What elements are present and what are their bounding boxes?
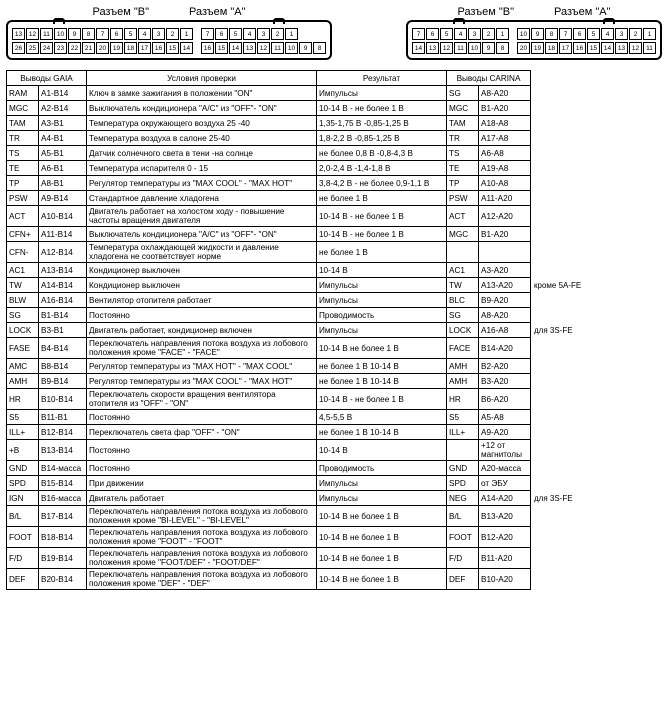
table-row: HRB10-B14Переключатель скорости вращения… [7,389,662,410]
table-row: +BB13-B14Постоянно10-14 В+12 от магнитол… [7,440,662,461]
table-row: CFN+A11-B14Выключатель кондиционера "А/С… [7,227,662,242]
table-row: FOOTB18-B14Переключатель направления пот… [7,527,662,548]
header-result: Результат [317,71,447,86]
table-row: BLWA16-B14Вентилятор отопителя работаетИ… [7,293,662,308]
label-a-left: Разъем "А" [189,6,246,18]
connector-right: Разъем "В" Разъем "А" 765432110987654321… [406,6,662,60]
table-row: MGCA2-B14Выключатель кондиционера "А/С" … [7,101,662,116]
table-row: SGB1-B14ПостоянноПроводимостьSGA8-A20 [7,308,662,323]
connector-diagrams: Разъем "В" Разъем "А" 131211109876543217… [6,6,662,60]
table-row: IGNB16-массаДвигатель работаетИмпульсыNE… [7,491,662,506]
table-row: B/LB17-B14Переключатель направления пото… [7,506,662,527]
table-row: SPDB15-B14При движенииИмпульсыSPDот ЭБУ [7,476,662,491]
table-row: LOCKB3-B1Двигатель работает, кондиционер… [7,323,662,338]
table-row: TPA8-B1Регулятор температуры из "MAX COO… [7,176,662,191]
label-b-right: Разъем "В" [457,6,514,18]
label-b-left: Разъем "В" [92,6,149,18]
table-row: CFN-A12-B14Температура охлаждающей жидко… [7,242,662,263]
table-row: TWA14-B14Кондиционер выключенИмпульсыTWA… [7,278,662,293]
label-a-right: Разъем "А" [554,6,611,18]
table-row: AMHB9-B14Регулятор температуры из "MAX C… [7,374,662,389]
header-gaia: Выводы GAIA [7,71,87,86]
table-row: AMCB8-B14Регулятор температуры из "MAX H… [7,359,662,374]
connector-left: Разъем "В" Разъем "А" 131211109876543217… [6,6,332,60]
table-row: TEA6-B1Температура испарителя 0 - 152,0-… [7,161,662,176]
table-row: TRA4-B1Температура воздуха в салоне 25-4… [7,131,662,146]
table-row: PSWA9-B14Стандартное давление хладогенан… [7,191,662,206]
table-row: ACTA10-B14Двигатель работает на холостом… [7,206,662,227]
header-carina: Выводы CARINA [447,71,531,86]
table-row: ILL+B12-B14Переключатель света фар "OFF"… [7,425,662,440]
header-cond: Условия проверки [87,71,317,86]
table-row: S5B11-B1Постоянно4,5-5,5 ВS5A5-A8 [7,410,662,425]
table-row: FASEB4-B14Переключатель направления пото… [7,338,662,359]
table-row: TAMA3-B1Температура окружающего воздуха … [7,116,662,131]
table-row: AC1A13-B14Кондиционер выключен10-14 ВAC1… [7,263,662,278]
pinout-table: Выводы GAIA Условия проверки Результат В… [6,70,662,590]
table-row: RAMA1-B14Ключ в замке зажигания в положе… [7,86,662,101]
table-row: DEFB20-B14Переключатель направления пото… [7,569,662,590]
table-row: GNDB14-массаПостоянноПроводимостьGNDA20-… [7,461,662,476]
table-row: F/DB19-B14Переключатель направления пото… [7,548,662,569]
table-row: TSA5-B1Датчик солнечного света в тени -н… [7,146,662,161]
